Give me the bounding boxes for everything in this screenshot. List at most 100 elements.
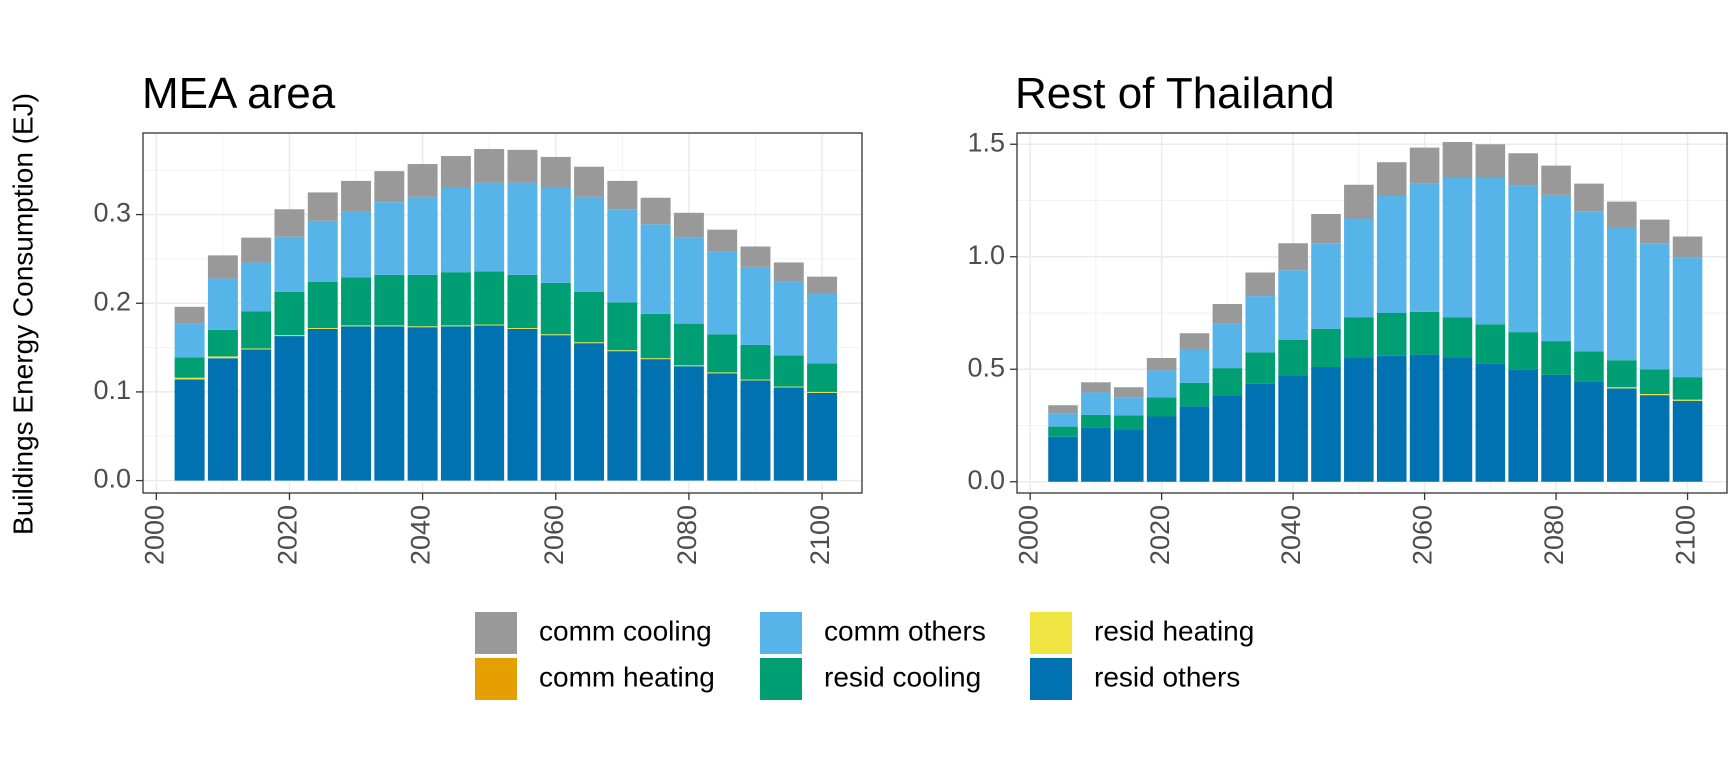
bar-segment <box>1541 341 1571 375</box>
legend-item: comm heating <box>475 658 715 700</box>
bar-segment <box>341 277 372 326</box>
bar-segment <box>1278 243 1308 271</box>
bar-segment <box>1442 317 1473 358</box>
legend-item: resid others <box>1030 658 1240 700</box>
bar-segment <box>407 196 438 275</box>
bar-segment <box>540 156 571 188</box>
bar-segment <box>1146 397 1177 417</box>
bar-segment <box>1245 296 1276 353</box>
x-tick-label: 2080 <box>1539 505 1569 565</box>
bar-segment <box>540 335 571 481</box>
bar-segment <box>1048 405 1078 414</box>
legend: comm cooling comm heating comm others resid… <box>475 612 1254 700</box>
bar-segment <box>1475 178 1506 325</box>
bar-segment <box>307 192 338 221</box>
bar-segment <box>740 246 771 267</box>
bar-segment <box>1212 323 1243 369</box>
bar-segment <box>1475 144 1506 178</box>
bar-segment <box>1672 400 1703 482</box>
bar-segment <box>1639 219 1670 244</box>
bar-segment <box>707 373 738 481</box>
bar-segment <box>241 348 272 350</box>
bar-segment <box>574 342 605 344</box>
bar-segment <box>1607 388 1637 482</box>
bar-segment <box>1278 376 1308 482</box>
bar-segment <box>1311 367 1341 482</box>
bar-segment <box>807 363 838 392</box>
bar-segment <box>440 272 471 326</box>
bar-segment <box>1475 363 1506 482</box>
bar-segment <box>1344 317 1374 358</box>
bar-segment <box>1245 383 1276 482</box>
bar-segment <box>241 262 272 312</box>
legend-key <box>760 612 802 654</box>
y-tick-label: 1.0 <box>967 240 1005 270</box>
bar-segment <box>807 293 838 364</box>
bar-segment <box>274 335 305 337</box>
x-tick-label: 2040 <box>406 505 436 565</box>
bar-segment <box>807 391 838 393</box>
bar-segment <box>1574 211 1604 352</box>
bar-segment <box>207 358 238 481</box>
bar-segment <box>607 351 638 481</box>
bar-segment <box>707 229 738 252</box>
legend-key <box>475 658 517 700</box>
bar-segment <box>707 251 738 335</box>
x-tick-label: 2000 <box>1013 505 1043 565</box>
bar-segment <box>1508 369 1538 482</box>
bar-segment <box>673 237 704 324</box>
bar-segment <box>374 326 405 481</box>
bar-segment <box>1508 153 1538 186</box>
bar-segment <box>440 187 471 273</box>
bar-segment <box>1409 311 1440 355</box>
bar-segment <box>1212 304 1243 324</box>
bar-segment <box>474 148 505 183</box>
bar-segment <box>1607 387 1637 389</box>
bar-segment <box>574 291 605 343</box>
legend-label: comm cooling <box>539 615 712 646</box>
x-tick-label: 2060 <box>1408 505 1438 565</box>
bar-segment <box>1409 147 1440 184</box>
bar-segment <box>1344 358 1374 482</box>
bar-segment <box>1146 416 1177 482</box>
bar-segment <box>1376 162 1407 196</box>
bar-segment <box>773 262 804 282</box>
bar-segment <box>207 278 238 330</box>
bar-segment <box>1672 236 1703 258</box>
x-tick-label: 2060 <box>539 505 569 565</box>
bar-segment <box>507 328 538 329</box>
legend-item: resid cooling <box>760 658 981 700</box>
bar-segment <box>540 282 571 335</box>
bar-segment <box>1607 360 1637 388</box>
bar-segment <box>607 180 638 210</box>
bar-segment <box>1541 194 1571 342</box>
bar-segment <box>1212 368 1243 396</box>
legend-key <box>1030 658 1072 700</box>
bar-segment <box>1639 395 1670 482</box>
x-tick-label: 2040 <box>1276 505 1306 565</box>
bar-segment <box>740 380 771 481</box>
bar-segment <box>374 325 405 327</box>
bar-segment <box>1672 257 1703 378</box>
bar-segment <box>1344 184 1374 219</box>
bar-segment <box>274 236 305 292</box>
bar-segment <box>773 386 804 388</box>
bar-segment <box>707 334 738 373</box>
bar-segment <box>607 302 638 351</box>
bar-segment <box>1048 436 1078 482</box>
bar-segment <box>1081 427 1111 482</box>
panel-rest: Rest of Thailand 0.0 0.5 1.0 1.5 2000 2020 2040… <box>967 69 1728 565</box>
bar-segment <box>1442 178 1473 318</box>
x-tick-label: 2000 <box>139 505 169 565</box>
legend-label: resid heating <box>1094 615 1254 646</box>
bar-segment <box>1278 270 1308 340</box>
bar-segment <box>1639 394 1670 396</box>
bar-segment <box>640 313 671 359</box>
bar-segment <box>1541 374 1571 482</box>
bar-segment <box>773 355 804 387</box>
bar-segment <box>1672 377 1703 400</box>
bar-segment <box>1639 243 1670 370</box>
bar-segment <box>341 180 372 212</box>
bar-segment <box>1311 243 1341 329</box>
